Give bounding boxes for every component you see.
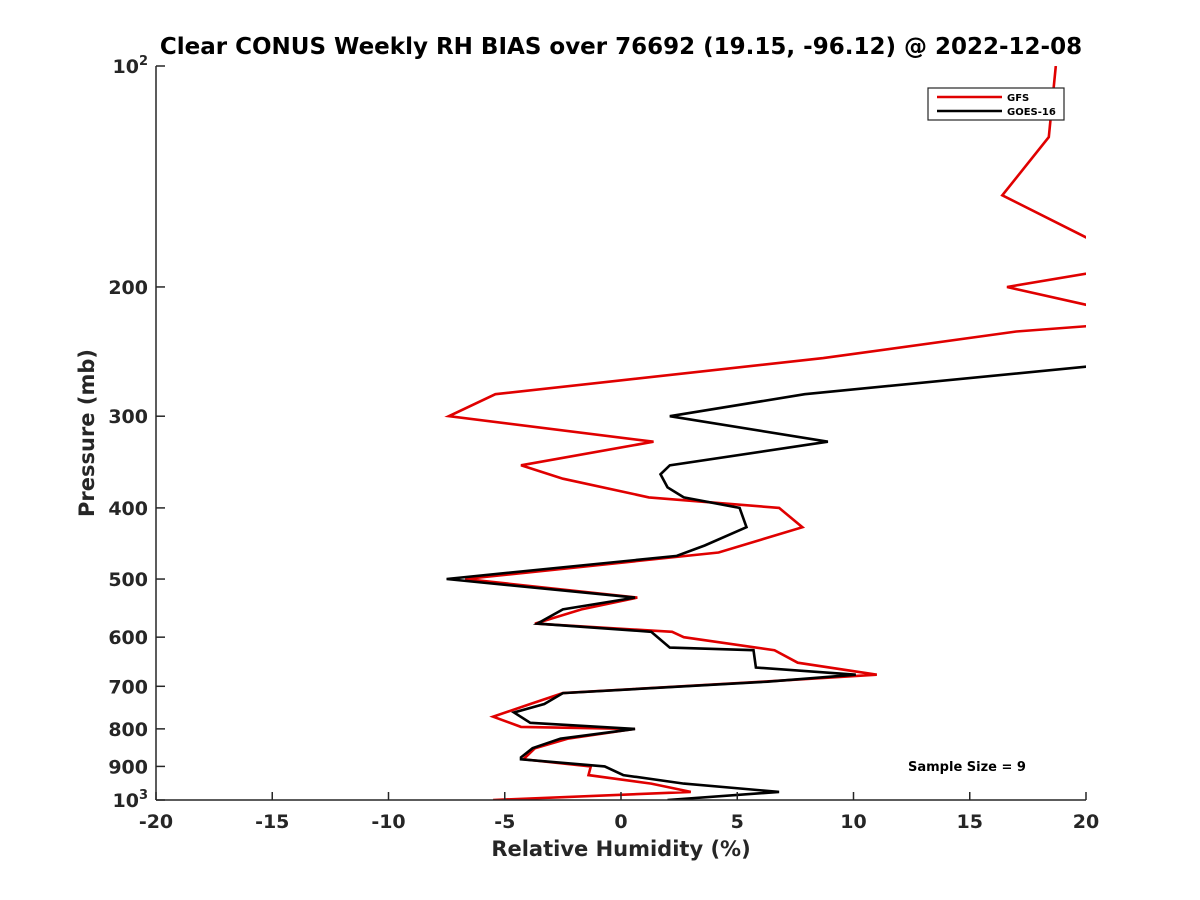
y-tick-label: 103 — [113, 788, 149, 812]
y-tick-label: 900 — [108, 756, 148, 778]
series-line-gfs — [444, 66, 1086, 800]
chart-title: Clear CONUS Weekly RH BIAS over 76692 (1… — [160, 34, 1082, 60]
x-tick-label: -15 — [255, 811, 289, 833]
series-layer — [444, 66, 1086, 800]
legend-box — [927, 87, 1065, 121]
legend-label-goes16: GOES-16 — [1007, 107, 1056, 118]
series-line-goes16 — [446, 365, 1086, 800]
x-tick-label: 0 — [614, 811, 627, 833]
x-tick-label: 15 — [957, 811, 983, 833]
y-tick-label: 102 — [113, 54, 149, 78]
x-tick-label: -20 — [139, 811, 173, 833]
x-axis-label: Relative Humidity (%) — [491, 837, 750, 861]
y-ticks: 102 200 300 400 500 600 700 800 900 103 — [108, 54, 165, 812]
y-tick-label: 400 — [108, 498, 148, 520]
x-tick-label: -10 — [371, 811, 405, 833]
y-tick-label: 800 — [108, 719, 148, 741]
y-tick-label: 300 — [108, 406, 148, 428]
x-ticks: -20 -15 -10 -5 0 5 10 15 20 — [139, 792, 1099, 833]
x-tick-label: 20 — [1073, 811, 1099, 833]
y-tick-label: 200 — [108, 277, 148, 299]
legend-label-gfs: GFS — [1007, 93, 1029, 104]
x-tick-label: 10 — [840, 811, 866, 833]
y-tick-label: 600 — [108, 627, 148, 649]
x-tick-label: 5 — [731, 811, 744, 833]
sample-size-annotation: Sample Size = 9 — [908, 760, 1026, 775]
y-axis-label: Pressure (mb) — [75, 349, 99, 517]
legend: GFS GOES-16 — [927, 87, 1065, 121]
x-tick-label: -5 — [494, 811, 515, 833]
y-tick-label: 500 — [108, 569, 148, 591]
y-tick-label: 700 — [108, 676, 148, 698]
